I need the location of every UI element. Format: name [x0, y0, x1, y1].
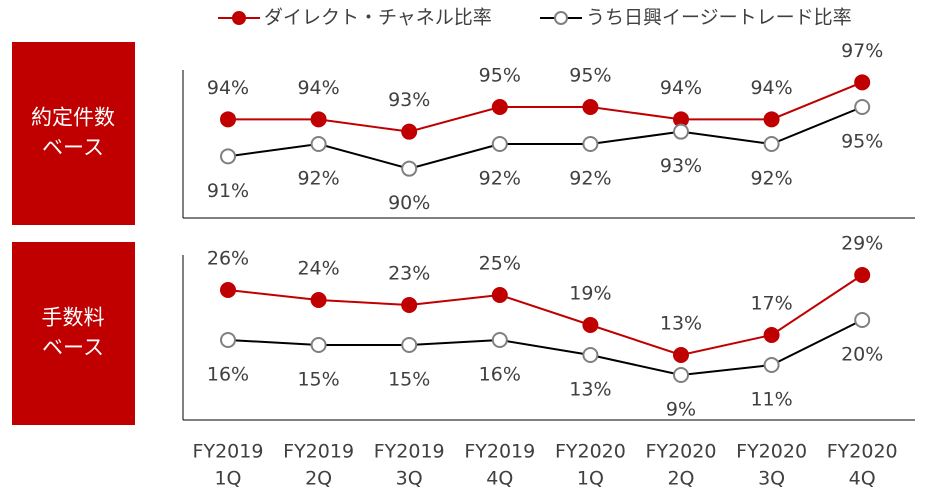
- series-line: [227, 319, 863, 377]
- x-tick-label: 4Q: [486, 468, 513, 490]
- x-tick-label: 1Q: [577, 468, 604, 490]
- data-label: 95%: [841, 131, 883, 153]
- data-point: [582, 99, 599, 115]
- x-tick-label: FY2020: [736, 441, 807, 463]
- data-label: 92%: [479, 168, 521, 190]
- data-label: 97%: [841, 40, 883, 62]
- data-label: 93%: [660, 155, 702, 177]
- panel-label: 手数料: [42, 306, 105, 330]
- data-label: 29%: [841, 233, 883, 255]
- panel-label: 約定件数: [31, 106, 115, 130]
- data-point: [401, 297, 418, 313]
- data-point: [582, 317, 599, 333]
- data-point: [763, 111, 780, 128]
- series-line: [227, 106, 863, 170]
- x-tick-label: 1Q: [214, 468, 241, 490]
- x-tick-label: 2Q: [667, 468, 694, 490]
- data-label: 25%: [479, 253, 521, 275]
- data-label: 94%: [297, 77, 339, 99]
- data-label: 13%: [569, 379, 611, 401]
- data-label: 15%: [388, 369, 430, 391]
- data-label: 90%: [388, 192, 430, 214]
- data-label: 93%: [388, 89, 430, 111]
- data-label: 95%: [569, 65, 611, 87]
- data-label: 24%: [297, 258, 339, 280]
- data-point: [854, 312, 871, 328]
- x-tick-label: 3Q: [758, 468, 785, 490]
- legend-label: うち日興イージートレード比率: [586, 7, 852, 29]
- data-label: 92%: [569, 168, 611, 190]
- data-point: [310, 111, 327, 128]
- data-point: [763, 357, 780, 373]
- data-point: [491, 287, 508, 303]
- data-label: 94%: [750, 77, 792, 99]
- data-point: [582, 347, 599, 363]
- x-tick-label: FY2020: [555, 441, 626, 463]
- data-label: 92%: [750, 168, 792, 190]
- legend-marker: [232, 11, 246, 25]
- data-label: 19%: [569, 283, 611, 305]
- data-label: 94%: [207, 77, 249, 99]
- data-point: [310, 136, 327, 152]
- x-tick-label: 3Q: [396, 468, 423, 490]
- data-label: 23%: [388, 263, 430, 285]
- data-label: 91%: [207, 180, 249, 202]
- data-point: [763, 327, 780, 343]
- data-point: [220, 332, 236, 348]
- data-point: [491, 332, 508, 348]
- x-tick-label: FY2020: [646, 441, 717, 463]
- x-tick-label: 2Q: [305, 468, 332, 490]
- data-point: [401, 160, 418, 177]
- data-point: [673, 123, 689, 140]
- legend-label: ダイレクト・チャネル比率: [264, 7, 492, 29]
- x-tick-label: FY2019: [374, 441, 445, 463]
- data-point: [854, 99, 871, 115]
- x-tick-label: 4Q: [849, 468, 876, 490]
- data-point: [854, 267, 871, 283]
- panel-label: ベース: [42, 136, 104, 160]
- data-label: 20%: [841, 344, 883, 366]
- data-label: 15%: [297, 369, 339, 391]
- series-line: [227, 274, 863, 357]
- data-label: 9%: [666, 399, 696, 421]
- data-point: [310, 292, 327, 308]
- data-label: 17%: [750, 293, 792, 315]
- data-point: [673, 347, 689, 363]
- data-label: 95%: [479, 65, 521, 87]
- data-point: [673, 367, 689, 383]
- series-line: [228, 81, 863, 133]
- x-tick-label: FY2019: [193, 441, 264, 463]
- x-tick-label: FY2020: [827, 441, 898, 463]
- x-tick-label: FY2019: [283, 441, 354, 463]
- data-point: [854, 74, 871, 91]
- legend-marker: [554, 11, 568, 25]
- data-label: 94%: [660, 77, 702, 99]
- panel-label-box: [12, 242, 135, 425]
- panel-label: ベース: [42, 336, 104, 360]
- data-point: [582, 136, 599, 152]
- data-point: [220, 282, 236, 298]
- data-label: 92%: [297, 168, 339, 190]
- data-point: [310, 337, 327, 353]
- data-label: 26%: [207, 248, 249, 270]
- data-point: [401, 123, 418, 140]
- data-label: 11%: [750, 389, 792, 411]
- data-point: [401, 337, 418, 353]
- data-point: [763, 136, 780, 152]
- data-point: [220, 111, 236, 128]
- data-label: 13%: [660, 313, 702, 335]
- data-label: 16%: [207, 364, 249, 386]
- data-label: 16%: [479, 364, 521, 386]
- data-point: [491, 136, 508, 152]
- data-point: [491, 99, 508, 115]
- x-tick-label: FY2019: [464, 441, 535, 463]
- panel-label-box: [12, 42, 135, 225]
- data-point: [220, 148, 236, 165]
